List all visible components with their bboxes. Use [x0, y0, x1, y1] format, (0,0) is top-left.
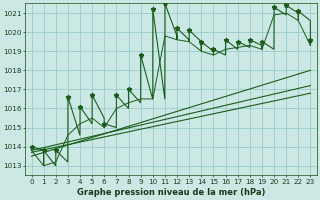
X-axis label: Graphe pression niveau de la mer (hPa): Graphe pression niveau de la mer (hPa): [77, 188, 265, 197]
